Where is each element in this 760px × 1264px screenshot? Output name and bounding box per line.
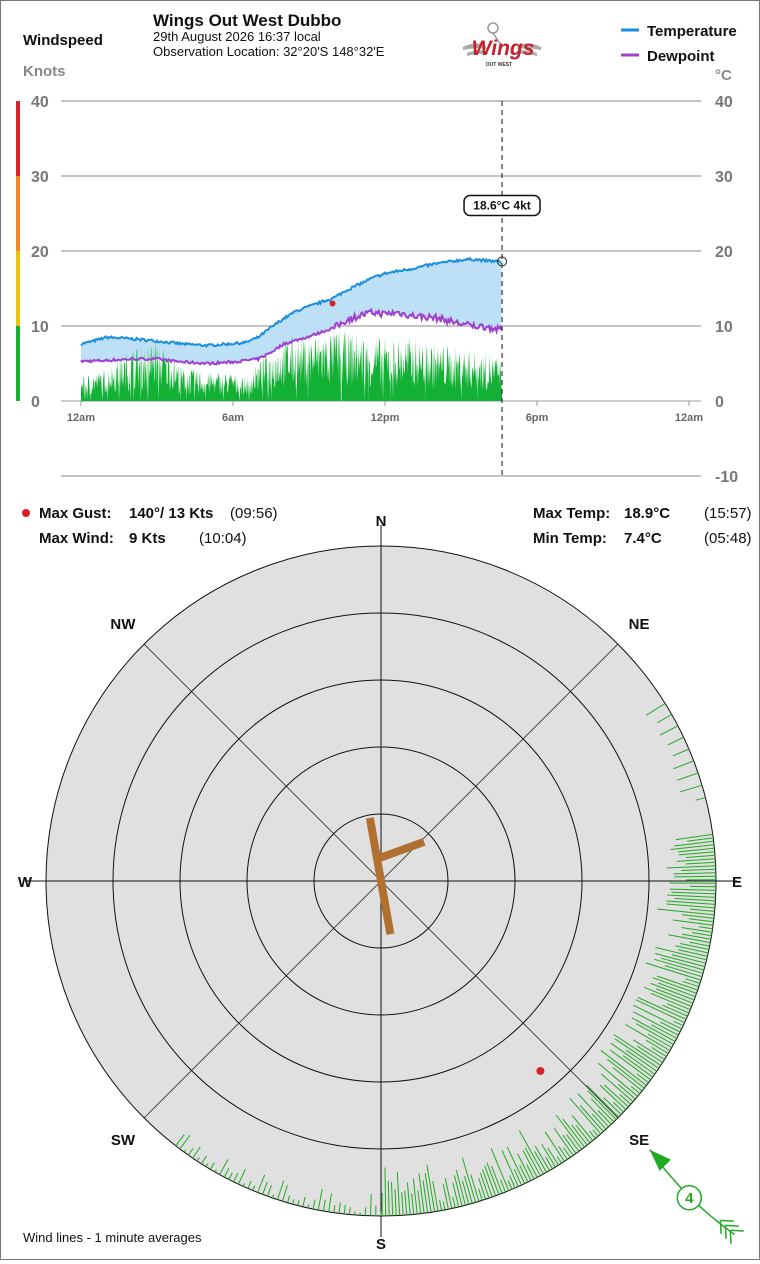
right-tick-30: 30: [715, 169, 733, 186]
direction-label-E: E: [732, 874, 742, 891]
right-tick-0: 0: [715, 394, 724, 411]
max-gust-time: (09:56): [230, 505, 278, 522]
logo-text: Wings: [472, 37, 535, 60]
max-temp-value: 18.9°C: [624, 505, 670, 522]
celsius-axis-label: °C: [715, 67, 732, 84]
max-gust-direction-marker: [536, 1066, 545, 1075]
daily-stats: Max Gust: 140°/ 13 Kts (09:56) Max Wind:…: [22, 505, 752, 547]
speed-scale-segment-2: [16, 176, 20, 251]
speed-scale-segment-1: [16, 251, 20, 326]
station-name: Wings Out West Dubbo: [153, 11, 341, 30]
right-tick-40: 40: [715, 94, 733, 111]
left-tick-30: 30: [31, 169, 49, 186]
max-temp-time: (15:57): [704, 505, 752, 522]
min-temp-time: (05:48): [704, 530, 752, 547]
feather-a-1: [724, 1225, 727, 1239]
direction-label-SE: SE: [629, 1132, 649, 1149]
wings-out-west-logo: Wings OUT WEST: [463, 22, 541, 68]
time-tick-0: 12am: [67, 412, 95, 424]
feather-a-0: [729, 1230, 732, 1244]
chart-legend: Temperature Dewpoint: [621, 23, 737, 65]
wind-rose: N NE E SE S SW W NW 4: [18, 513, 744, 1253]
runway-cross: [375, 838, 426, 863]
right-tick--10: -10: [715, 469, 738, 486]
time-axis-ticks: 12am 6am 12pm 6pm 12am: [67, 401, 703, 424]
direction-label-SW: SW: [111, 1132, 136, 1149]
time-tick-1: 6am: [222, 412, 244, 424]
time-tick-4: 12am: [675, 412, 703, 424]
left-tick-20: 20: [31, 244, 49, 261]
max-wind-value: 9 Kts: [129, 530, 166, 547]
wind-arrow-feathers: [719, 1219, 744, 1244]
speed-scale-segment-3: [16, 101, 20, 176]
temp-dewpoint-band: [81, 258, 502, 365]
wind-lines-note: Wind lines - 1 minute averages: [23, 1230, 202, 1245]
max-gust-label: Max Gust:: [39, 505, 112, 522]
feather-b-1: [725, 1224, 739, 1227]
feather-b-2: [720, 1219, 734, 1222]
runway-diagram: [365, 817, 426, 935]
logo-subtext: OUT WEST: [486, 62, 512, 68]
feather-b-0: [730, 1229, 744, 1232]
left-tick-40: 40: [31, 94, 49, 111]
temperature-series-line: [80, 256, 502, 349]
wind-speed-badge: [676, 1185, 703, 1211]
observation-location: Observation Location: 32°20'S 148°32'E: [153, 44, 385, 59]
max-wind-label: Max Wind:: [39, 530, 114, 547]
direction-label-NW: NW: [110, 616, 136, 633]
rose-direction-labels: N NE E SE S SW W NW: [18, 513, 742, 1253]
max-wind-time: (10:04): [199, 530, 247, 547]
temperature-legend-label: Temperature: [647, 23, 737, 40]
max-temp-label: Max Temp:: [533, 505, 610, 522]
left-tick-10: 10: [31, 319, 49, 336]
dewpoint-series-line: [80, 307, 503, 367]
time-tick-3: 6pm: [526, 412, 549, 424]
right-axis-ticks: -10 0 10 20 30 40: [715, 94, 738, 486]
right-tick-10: 10: [715, 319, 733, 336]
current-value-marker: [497, 256, 508, 267]
runway-main: [365, 817, 395, 935]
knots-axis-label: Knots: [23, 63, 66, 80]
current-value-text: 18.6°C 4kt: [473, 199, 531, 213]
min-temp-value: 7.4°C: [624, 530, 662, 547]
current-value-callout: 18.6°C 4kt: [463, 194, 541, 217]
direction-label-S: S: [376, 1236, 386, 1253]
max-gust-value: 140°/ 13 Kts: [129, 505, 213, 522]
spoke-SE: [380, 880, 619, 1119]
time-tick-2: 12pm: [371, 412, 400, 424]
spoke-NW: [143, 643, 382, 882]
max-gust-dot-icon: [22, 509, 30, 517]
current-wind-arrow: 4: [649, 1149, 744, 1244]
wind-speed-color-scale: [16, 101, 20, 401]
direction-label-W: W: [18, 874, 33, 891]
feather-a-2: [719, 1220, 722, 1234]
spoke-SW: [143, 880, 382, 1119]
wind-line-set: [175, 703, 717, 1217]
wind-direction-lines: [175, 703, 717, 1217]
min-temp-label: Min Temp:: [533, 530, 607, 547]
max-gust-marker: [329, 300, 336, 307]
wind-arrow-head: [649, 1149, 671, 1171]
left-axis-ticks: 0 10 20 30 40: [31, 94, 49, 411]
speed-scale-segment-0: [16, 326, 20, 401]
wind-speed-bars: [81, 329, 502, 401]
left-tick-0: 0: [31, 394, 40, 411]
wind-speed-badge-text: 4: [685, 1190, 694, 1207]
right-tick-20: 20: [715, 244, 733, 261]
observation-datetime: 29th August 2026 16:37 local: [153, 29, 321, 44]
dewpoint-legend-label: Dewpoint: [647, 48, 715, 65]
windspeed-label: Windspeed: [23, 32, 103, 49]
direction-label-N: N: [376, 513, 387, 530]
direction-label-NE: NE: [629, 616, 650, 633]
